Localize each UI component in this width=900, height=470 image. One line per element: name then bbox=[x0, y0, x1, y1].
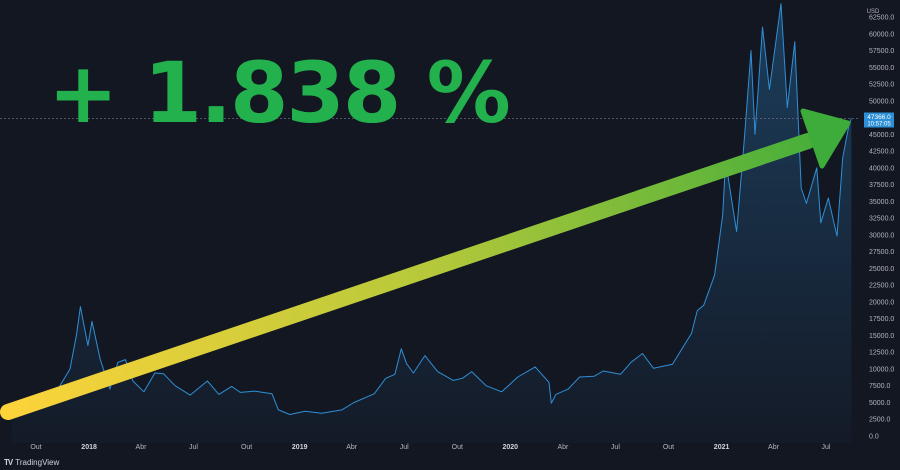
trend-arrow bbox=[0, 108, 851, 420]
y-tick-label: 10000.0 bbox=[869, 367, 894, 374]
y-tick-label: 42500.0 bbox=[869, 149, 894, 156]
x-tick-label: Jul bbox=[822, 444, 831, 451]
x-tick-label: Out bbox=[241, 444, 252, 451]
y-tick-label: 7500.0 bbox=[869, 383, 891, 390]
x-tick-label: Abr bbox=[768, 444, 780, 451]
last-price-value: 47366.0 bbox=[867, 114, 891, 121]
price-area-layer bbox=[11, 3, 852, 443]
price-area-fill bbox=[11, 3, 852, 443]
x-tick-label: Abr bbox=[557, 444, 569, 451]
y-tick-label: 62500.0 bbox=[869, 15, 894, 22]
x-tick-label: Jul bbox=[400, 444, 409, 451]
y-tick-label: 12500.0 bbox=[869, 350, 894, 357]
trend-arrow-shaft bbox=[0, 133, 816, 420]
tradingview-logo-icon: TV bbox=[4, 458, 13, 467]
last-price-tag: 47366.0 10:57:05 bbox=[864, 112, 894, 128]
tradingview-watermark: TV TradingView bbox=[4, 458, 59, 467]
y-tick-label: 60000.0 bbox=[869, 31, 894, 38]
y-tick-label: 17500.0 bbox=[869, 316, 894, 323]
y-tick-label: 25000.0 bbox=[869, 266, 894, 273]
y-tick-label: 20000.0 bbox=[869, 299, 894, 306]
x-tick-label: 2021 bbox=[714, 444, 730, 451]
y-axis: 0.0 2500.0 5000.0 7500.0 10000.0 12500.0 15000… bbox=[869, 15, 894, 441]
y-tick-label: 45000.0 bbox=[869, 132, 894, 139]
x-tick-label: 2019 bbox=[292, 444, 308, 451]
y-tick-label: 27500.0 bbox=[869, 249, 894, 256]
y-tick-label: 15000.0 bbox=[869, 333, 894, 340]
x-tick-label: Out bbox=[30, 444, 41, 451]
currency-label: USD bbox=[867, 9, 880, 15]
x-tick-label: 2020 bbox=[503, 444, 519, 451]
y-tick-label: 57500.0 bbox=[869, 48, 894, 55]
y-tick-label: 50000.0 bbox=[869, 98, 894, 105]
last-price-tag-box bbox=[864, 112, 894, 128]
x-tick-label: Jul bbox=[611, 444, 620, 451]
trend-arrow-head bbox=[800, 108, 851, 169]
y-tick-label: 35000.0 bbox=[869, 199, 894, 206]
x-tick-label: Abr bbox=[346, 444, 358, 451]
x-tick-label: Abr bbox=[136, 444, 148, 451]
y-tick-label: 22500.0 bbox=[869, 283, 894, 290]
tradingview-brand-text: TradingView bbox=[15, 458, 60, 467]
y-tick-label: 55000.0 bbox=[869, 65, 894, 72]
price-line-layer bbox=[11, 3, 852, 415]
y-tick-label: 2500.0 bbox=[869, 417, 891, 424]
x-tick-label: Out bbox=[452, 444, 463, 451]
y-tick-label: 37500.0 bbox=[869, 182, 894, 189]
y-tick-label: 5000.0 bbox=[869, 400, 891, 407]
x-tick-label: Out bbox=[663, 444, 674, 451]
headline-percentage: + 1.838 % bbox=[48, 44, 509, 142]
price-series-line bbox=[11, 3, 852, 415]
x-tick-label: Jul bbox=[189, 444, 198, 451]
x-tick-label: 2018 bbox=[81, 444, 97, 451]
y-tick-label: 32500.0 bbox=[869, 216, 894, 223]
y-tick-label: 30000.0 bbox=[869, 232, 894, 239]
x-axis: Out 2018 Abr Jul Out 2019 Abr Jul Out 2020 Abr Jul O… bbox=[30, 444, 831, 451]
y-tick-label: 0.0 bbox=[869, 434, 879, 441]
y-tick-label: 52500.0 bbox=[869, 82, 894, 89]
last-price-countdown: 10:57:05 bbox=[867, 122, 891, 128]
y-tick-label: 40000.0 bbox=[869, 165, 894, 172]
